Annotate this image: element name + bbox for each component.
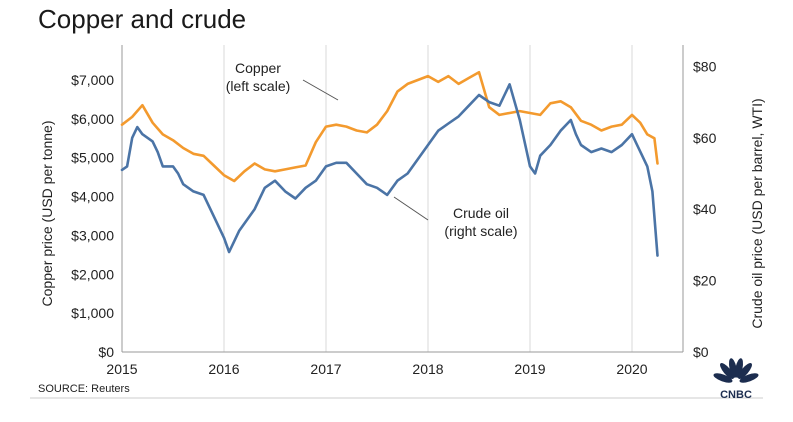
cnbc-peacock-icon xyxy=(713,358,759,384)
crude-annotation-line1: Crude oil xyxy=(453,205,509,221)
axes xyxy=(121,45,684,353)
series-line-crude-oil xyxy=(120,83,659,257)
left-tick-label-3: $3,000 xyxy=(71,227,114,243)
left-axis-title: Copper price (USD per tonne) xyxy=(39,121,55,307)
left-axis-ticks: $0 $1,000 $2,000 $3,000 $4,000 $5,000 $6,000 $7… xyxy=(71,72,114,360)
x-tick-label-2018: 2018 xyxy=(412,361,443,377)
copper-annotation-line2: (left scale) xyxy=(226,78,291,94)
left-tick-label-2: $2,000 xyxy=(71,266,114,282)
cnbc-logo-text: CNBC xyxy=(720,389,752,401)
source-note: SOURCE: Reuters xyxy=(38,383,130,395)
copper-annotation: Copper (left scale) xyxy=(226,60,339,101)
copper-annotation-leader xyxy=(302,79,339,101)
left-tick-label-4: $4,000 xyxy=(71,189,114,205)
left-tick-label-7: $7,000 xyxy=(71,72,114,88)
x-tick-label-2019: 2019 xyxy=(514,361,545,377)
x-axis-ticks: 2015 2016 2017 2018 2019 2020 xyxy=(106,361,647,377)
x-tick-label-2017: 2017 xyxy=(310,361,341,377)
series-line-copper xyxy=(120,70,659,183)
right-tick-label-0: $0 xyxy=(693,344,709,360)
right-tick-label-3: $60 xyxy=(693,130,717,146)
left-tick-label-5: $5,000 xyxy=(71,150,114,166)
cnbc-logo: CNBC xyxy=(713,358,759,401)
crude-annotation-leader xyxy=(393,196,429,221)
crude-annotation: Crude oil (right scale) xyxy=(393,196,518,239)
crude-annotation-line2: (right scale) xyxy=(444,223,517,239)
gridlines xyxy=(121,45,633,352)
x-tick-label-2016: 2016 xyxy=(208,361,239,377)
left-tick-label-1: $1,000 xyxy=(71,305,114,321)
right-tick-label-2: $40 xyxy=(693,201,717,217)
series-lines xyxy=(120,70,659,257)
left-tick-label-0: $0 xyxy=(98,344,114,360)
right-axis-title: Crude oil price (USD per barrel, WTI) xyxy=(749,98,765,328)
right-axis-ticks: $0 $20 $40 $60 $80 xyxy=(693,58,717,360)
copper-annotation-line1: Copper xyxy=(235,60,281,76)
x-tick-label-2015: 2015 xyxy=(106,361,137,377)
right-tick-label-1: $20 xyxy=(693,273,717,289)
right-tick-label-4: $80 xyxy=(693,58,717,74)
chart-title: Copper and crude xyxy=(38,4,246,34)
left-tick-label-6: $6,000 xyxy=(71,111,114,127)
x-tick-label-2020: 2020 xyxy=(616,361,647,377)
